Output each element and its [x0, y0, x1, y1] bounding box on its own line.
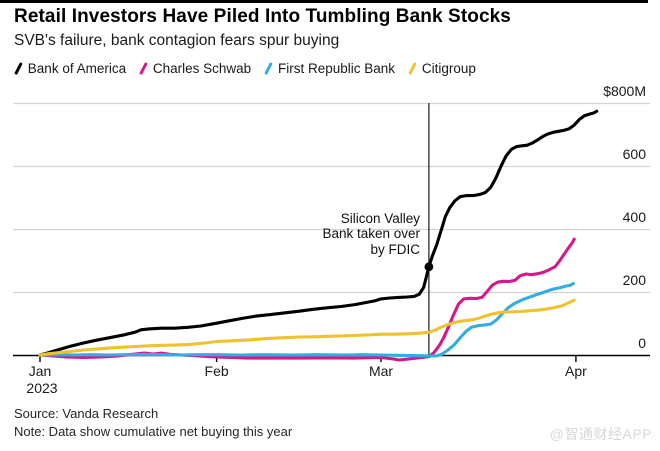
x-axis-label-feb: Feb	[204, 363, 229, 379]
data-note: Note: Data show cumulative net buying th…	[14, 423, 293, 439]
footer-notes: Source: Vanda Research Note: Data show c…	[14, 405, 292, 440]
watermark: @智通财经APP	[549, 426, 652, 442]
x-axis-label-apr: Apr	[565, 363, 587, 379]
series-line-citigroup	[38, 298, 576, 357]
y-axis-label-400: 400	[622, 209, 646, 225]
legend-item-label: First Republic Bank	[277, 61, 396, 76]
top-border-bar	[0, 0, 648, 3]
legend-item-charles-schwab: Charles Schwab	[139, 61, 251, 76]
series-line-charles-schwab	[38, 237, 576, 362]
source-note: Source: Vanda Research	[14, 406, 159, 421]
x-axis-label-mar: Mar	[368, 363, 394, 379]
y-axis-label-600: 600	[622, 146, 646, 162]
annotation-line: by FDIC	[370, 241, 420, 257]
annotation-line: Silicon Valley	[340, 211, 420, 226]
annotation-line: Bank taken over	[322, 226, 420, 242]
y-axis-label-200: 200	[622, 272, 646, 288]
legend-item-label: Charles Schwab	[152, 61, 252, 76]
chart-title: Retail Investors Have Piled Into Tumblin…	[14, 6, 511, 27]
event-marker-dot	[424, 262, 434, 272]
legend-item-citigroup: Citigroup	[408, 61, 476, 76]
chart-legend: Bank of America Charles Schwab First Repub…	[14, 61, 476, 76]
legend-item-bank-of-america: Bank of America	[14, 61, 126, 76]
legend-item-first-republic-bank: First Republic Bank	[264, 61, 395, 76]
svb-annotation: Silicon Valley Bank taken over by FDIC	[322, 211, 420, 257]
legend-item-label: Citigroup	[421, 61, 476, 76]
x-axis-sublabel-2023: 2023	[26, 380, 58, 396]
y-axis-label-0: 0	[638, 335, 646, 351]
series-line-bank-of-america	[38, 109, 599, 357]
chart-subtitle: SVB's failure, bank contagion fears spur…	[14, 32, 340, 49]
y-axis-label-800: $800M	[603, 83, 646, 99]
legend-item-label: Bank of America	[27, 61, 127, 76]
x-axis-label-jan: Jan	[28, 363, 52, 379]
series-line-first-republic-bank	[38, 281, 575, 358]
